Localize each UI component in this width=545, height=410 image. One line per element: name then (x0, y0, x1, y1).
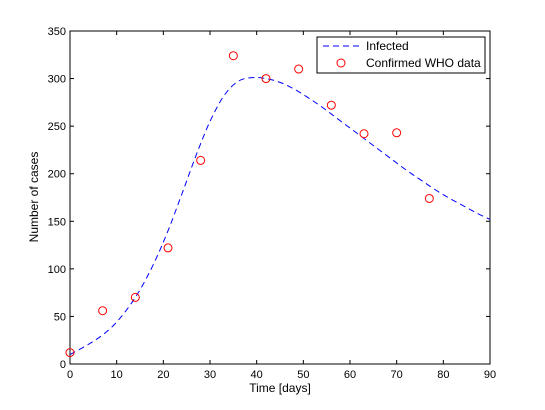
who-data-point (65, 348, 75, 358)
legend-who-swatch (336, 58, 346, 68)
y-axis-ticks: 0 50 100 150 200 250 300 350 (48, 26, 490, 371)
x-axis-label: Time [days] (249, 381, 311, 395)
x-tick-label: 0 (67, 369, 73, 381)
y-tick-label: 50 (54, 311, 66, 323)
x-tick-label: 70 (391, 369, 403, 381)
legend-infected-label: Infected (366, 39, 409, 53)
legend-box (316, 36, 486, 74)
x-axis-ticks: 0 10 20 30 40 50 60 70 80 90 (67, 31, 496, 381)
who-data-point (294, 64, 304, 74)
y-tick-label: 250 (48, 121, 66, 133)
who-data-point (98, 306, 108, 316)
y-tick-label: 150 (48, 216, 66, 228)
who-data-point (424, 193, 434, 203)
who-data-point (228, 51, 238, 61)
x-tick-label: 60 (344, 369, 356, 381)
x-tick-label: 40 (251, 369, 263, 381)
x-tick-label: 90 (484, 369, 496, 381)
x-tick-label: 80 (437, 369, 449, 381)
infected-series (69, 76, 491, 355)
x-tick-label: 50 (297, 369, 309, 381)
y-tick-label: 300 (48, 74, 66, 86)
y-tick-label: 200 (48, 169, 66, 181)
infected-line (69, 76, 491, 355)
y-tick-label: 0 (60, 359, 66, 371)
legend-who-label: Confirmed WHO data (366, 56, 481, 70)
x-tick-label: 10 (111, 369, 123, 381)
y-tick-label: 350 (48, 26, 66, 38)
plot-area (69, 30, 491, 365)
x-tick-label: 30 (204, 369, 216, 381)
y-tick-label: 100 (48, 264, 66, 276)
who-data-point (392, 128, 402, 138)
legend: Infected Confirmed WHO data (316, 36, 486, 74)
who-data-point (130, 292, 140, 302)
who-data-point (196, 155, 206, 165)
y-axis-label: Number of cases (27, 152, 41, 243)
who-data-point (163, 243, 173, 253)
who-data-point (326, 100, 336, 110)
x-tick-label: 20 (157, 369, 169, 381)
who-data-point (261, 74, 271, 84)
who-data-series (65, 51, 434, 358)
who-data-point (359, 129, 369, 139)
